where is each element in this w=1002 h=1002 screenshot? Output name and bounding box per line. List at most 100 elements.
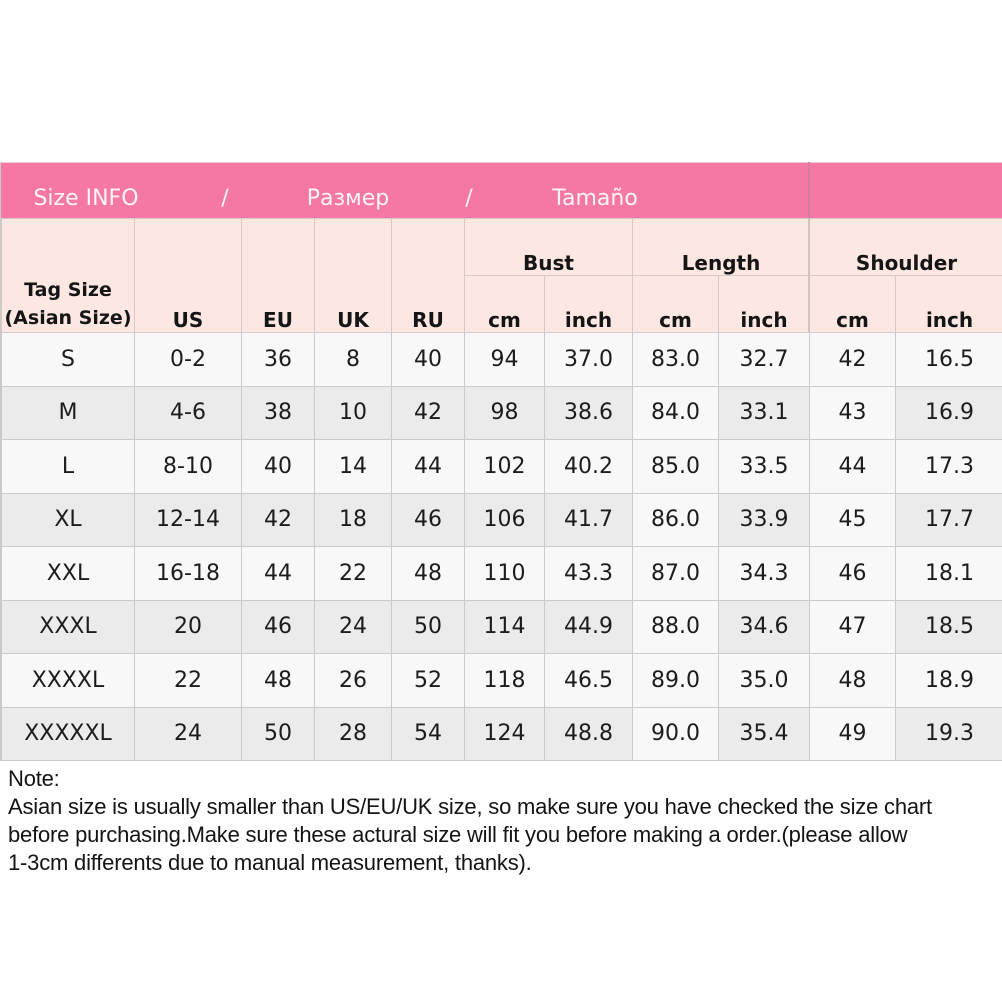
note-line: before purchasing.Make sure these actura… bbox=[8, 822, 908, 847]
note-block: Note: Asian size is usually smaller than… bbox=[0, 760, 1002, 877]
cell-length-cm: 86.0 bbox=[632, 492, 720, 547]
size-row-xxxl: XXXL 20 46 24 50 114 44.9 88.0 34.6 47 1… bbox=[1, 599, 1002, 654]
cell-length-inch: 32.7 bbox=[718, 332, 811, 387]
cell-us: 4-6 bbox=[134, 385, 242, 440]
cell-shoulder-inch: 18.9 bbox=[895, 653, 1002, 708]
cell-eu: 40 bbox=[241, 439, 315, 494]
cell-eu: 46 bbox=[241, 599, 315, 654]
cell-length-inch: 34.3 bbox=[718, 546, 811, 601]
cell-shoulder-cm: 44 bbox=[809, 439, 897, 494]
cell-ru: 46 bbox=[391, 492, 465, 547]
header-tag-size-line2: (Asian Size) bbox=[4, 307, 132, 329]
cell-length-cm: 89.0 bbox=[632, 653, 720, 708]
cell-length-inch: 35.4 bbox=[718, 706, 811, 761]
cell-length-cm: 85.0 bbox=[632, 439, 720, 494]
cell-uk: 24 bbox=[314, 599, 392, 654]
cell-uk: 10 bbox=[314, 385, 392, 440]
cell-shoulder-inch: 19.3 bbox=[895, 706, 1002, 761]
note-line: Asian size is usually smaller than US/EU… bbox=[8, 794, 932, 819]
cell-length-cm: 84.0 bbox=[632, 385, 720, 440]
cell-bust-cm: 102 bbox=[464, 439, 545, 494]
header-uk: UK bbox=[314, 218, 392, 333]
cell-bust-inch: 46.5 bbox=[543, 653, 634, 708]
cell-bust-inch: 37.0 bbox=[543, 332, 634, 387]
banner-separator-slash: / bbox=[221, 186, 229, 211]
cell-length-inch: 33.9 bbox=[718, 492, 811, 547]
cell-bust-inch: 43.3 bbox=[543, 546, 634, 601]
size-row-xxl: XXL 16-18 44 22 48 110 43.3 87.0 34.3 46… bbox=[1, 546, 1002, 601]
header-eu: EU bbox=[241, 218, 315, 333]
size-row-m: M 4-6 38 10 42 98 38.6 84.0 33.1 43 16.9 bbox=[1, 385, 1002, 440]
cell-us: 22 bbox=[134, 653, 242, 708]
header-tag-size: Tag Size (Asian Size) bbox=[1, 218, 135, 333]
cell-length-cm: 87.0 bbox=[632, 546, 720, 601]
cell-ru: 50 bbox=[391, 599, 465, 654]
cell-tag: M bbox=[1, 385, 135, 440]
cell-shoulder-cm: 47 bbox=[809, 599, 897, 654]
cell-shoulder-inch: 18.5 bbox=[895, 599, 1002, 654]
banner-separator-slash: / bbox=[465, 186, 473, 211]
image-seam-line bbox=[808, 162, 810, 332]
cell-ru: 42 bbox=[391, 385, 465, 440]
cell-length-inch: 33.5 bbox=[718, 439, 811, 494]
cell-tag: XL bbox=[1, 492, 135, 547]
cell-tag: XXXL bbox=[1, 599, 135, 654]
cell-tag: L bbox=[1, 439, 135, 494]
cell-bust-inch: 41.7 bbox=[543, 492, 634, 547]
header-bust-inch: inch bbox=[543, 275, 634, 333]
cell-shoulder-inch: 16.5 bbox=[895, 332, 1002, 387]
cell-bust-cm: 118 bbox=[464, 653, 545, 708]
cell-shoulder-cm: 42 bbox=[809, 332, 897, 387]
cell-uk: 14 bbox=[314, 439, 392, 494]
size-row-l: L 8-10 40 14 44 102 40.2 85.0 33.5 44 17… bbox=[1, 439, 1002, 494]
cell-uk: 8 bbox=[314, 332, 392, 387]
cell-shoulder-cm: 45 bbox=[809, 492, 897, 547]
header-bust: Bust bbox=[463, 218, 634, 276]
cell-uk: 18 bbox=[314, 492, 392, 547]
cell-us: 8-10 bbox=[134, 439, 242, 494]
header-ru: RU bbox=[391, 218, 465, 333]
cell-bust-cm: 114 bbox=[464, 599, 545, 654]
header-bust-cm: cm bbox=[464, 275, 545, 333]
size-row-xl: XL 12-14 42 18 46 106 41.7 86.0 33.9 45 … bbox=[1, 492, 1002, 547]
cell-length-inch: 33.1 bbox=[718, 385, 811, 440]
cell-shoulder-cm: 43 bbox=[809, 385, 897, 440]
banner-label-size-info: Size INFO bbox=[33, 186, 139, 211]
cell-eu: 50 bbox=[241, 706, 315, 761]
banner-label-razmer: Размер bbox=[306, 186, 390, 211]
header-shoulder-inch: inch bbox=[895, 275, 1002, 333]
cell-ru: 48 bbox=[391, 546, 465, 601]
cell-shoulder-cm: 48 bbox=[809, 653, 897, 708]
cell-shoulder-inch: 17.7 bbox=[895, 492, 1002, 547]
cell-bust-cm: 94 bbox=[464, 332, 545, 387]
cell-eu: 44 bbox=[241, 546, 315, 601]
cell-length-inch: 34.6 bbox=[718, 599, 811, 654]
header-length-cm: cm bbox=[632, 275, 720, 333]
cell-tag: XXL bbox=[1, 546, 135, 601]
cell-shoulder-cm: 49 bbox=[809, 706, 897, 761]
cell-bust-cm: 106 bbox=[464, 492, 545, 547]
cell-bust-inch: 38.6 bbox=[543, 385, 634, 440]
cell-uk: 28 bbox=[314, 706, 392, 761]
cell-uk: 22 bbox=[314, 546, 392, 601]
size-row-xxxxl: XXXXL 22 48 26 52 118 46.5 89.0 35.0 48 … bbox=[1, 653, 1002, 708]
cell-bust-inch: 48.8 bbox=[543, 706, 634, 761]
cell-length-cm: 90.0 bbox=[632, 706, 720, 761]
cell-shoulder-inch: 16.9 bbox=[895, 385, 1002, 440]
cell-us: 16-18 bbox=[134, 546, 242, 601]
cell-ru: 40 bbox=[391, 332, 465, 387]
cell-tag: XXXXXL bbox=[1, 706, 135, 761]
cell-eu: 36 bbox=[241, 332, 315, 387]
cell-eu: 48 bbox=[241, 653, 315, 708]
cell-shoulder-inch: 18.1 bbox=[895, 546, 1002, 601]
header-row-units: cm inch cm inch cm inch bbox=[2, 275, 1002, 333]
size-info-banner: Size INFO / Размер / Tamaño bbox=[1, 162, 1002, 218]
banner-label-tamano: Tamaño bbox=[552, 186, 638, 211]
cell-ru: 44 bbox=[391, 439, 465, 494]
cell-bust-cm: 98 bbox=[464, 385, 545, 440]
cell-bust-inch: 40.2 bbox=[543, 439, 634, 494]
cell-ru: 52 bbox=[391, 653, 465, 708]
cell-eu: 38 bbox=[241, 385, 315, 440]
cell-bust-cm: 110 bbox=[464, 546, 545, 601]
